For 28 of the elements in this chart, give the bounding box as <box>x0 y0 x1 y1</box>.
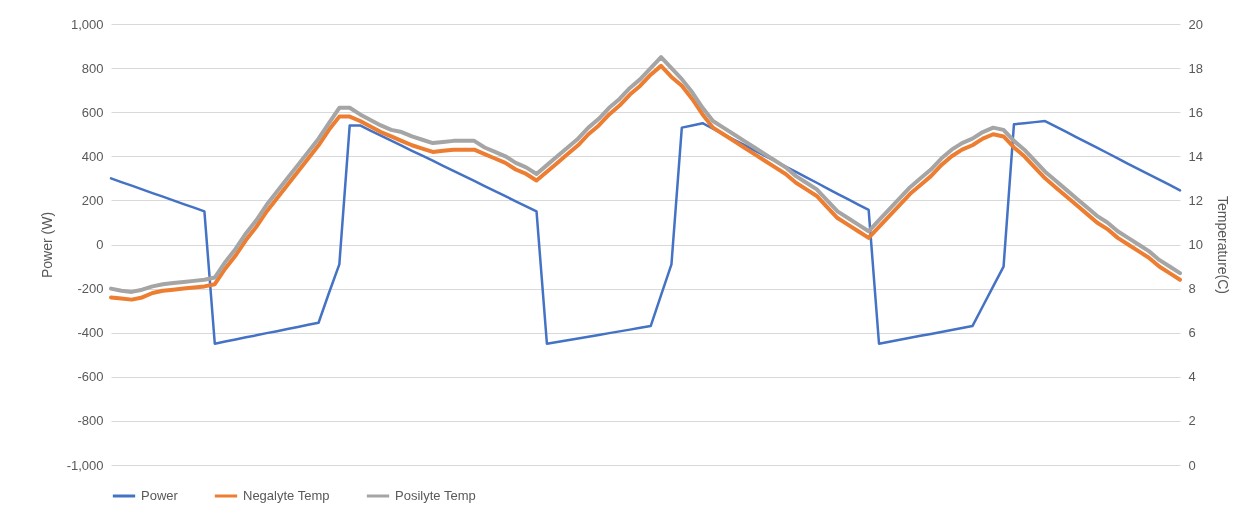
legend-label: Power <box>141 488 179 503</box>
y-tick-label: -1,000 <box>66 457 104 473</box>
y-tick-label: -800 <box>77 413 104 429</box>
y2-tick-label: 6 <box>1188 325 1196 341</box>
y-tick-label: 600 <box>81 104 104 120</box>
legend-label: Negalyte Temp <box>243 488 330 503</box>
y2-tick-label: 14 <box>1188 148 1203 164</box>
y2-axis-title: Temperature(C) <box>1214 195 1231 295</box>
y2-tick-label: 2 <box>1188 413 1196 429</box>
y2-tick-label: 10 <box>1188 237 1203 252</box>
y-tick-label: -600 <box>77 369 104 385</box>
y-tick-label: 400 <box>81 148 104 164</box>
legend-label: Posilyte Temp <box>395 488 476 503</box>
y-tick-label: 0 <box>96 237 104 252</box>
y2-tick-label: 12 <box>1188 192 1203 208</box>
y-axis-title: Power (W) <box>38 211 55 279</box>
y2-tick-label: 8 <box>1188 281 1196 297</box>
y2-tick-label: 0 <box>1188 457 1196 473</box>
y-tick-label: 800 <box>81 60 104 76</box>
y2-tick-label: 4 <box>1188 369 1196 385</box>
y-tick-label: 1,000 <box>70 16 104 32</box>
y-tick-label: -200 <box>77 281 104 297</box>
y2-tick-label: 18 <box>1188 60 1203 76</box>
y2-tick-label: 20 <box>1188 16 1203 32</box>
y2-tick-label: 16 <box>1188 104 1203 120</box>
y-tick-label: -400 <box>77 325 104 341</box>
y-tick-label: 200 <box>81 192 104 208</box>
line-series <box>109 119 1182 345</box>
